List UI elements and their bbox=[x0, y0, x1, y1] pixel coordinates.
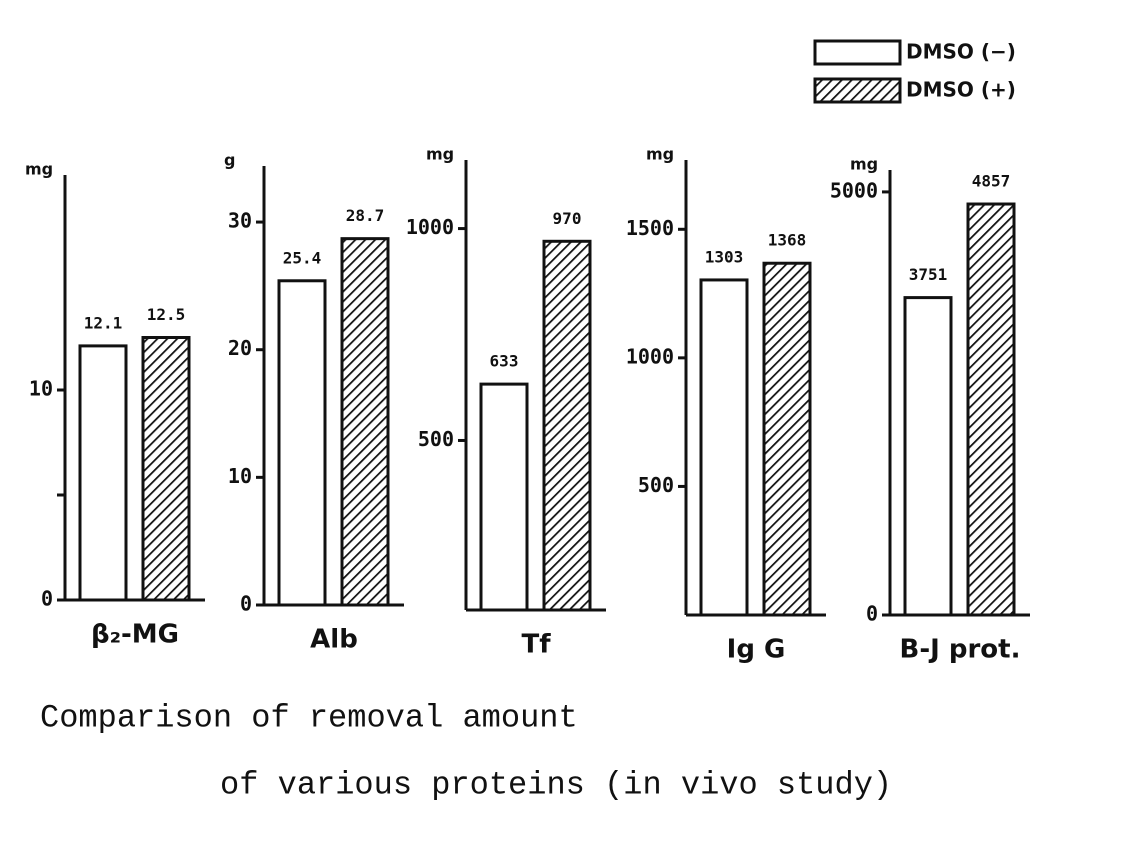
bar bbox=[699, 278, 749, 617]
y-tick-label: 20 bbox=[228, 336, 252, 360]
y-tick-label: 10 bbox=[29, 377, 53, 401]
y-tick-label: 1500 bbox=[626, 216, 674, 240]
legend-swatch bbox=[813, 39, 902, 66]
legend-label: DMSO (+) bbox=[906, 78, 1016, 102]
x-label: B-J prot. bbox=[900, 635, 1021, 665]
y-tick-label: 0 bbox=[41, 587, 53, 611]
caption-line: of various proteins (in vivo study) bbox=[220, 766, 892, 803]
bar bbox=[277, 279, 327, 607]
value-label: 28.7 bbox=[346, 206, 385, 225]
y-tick-label: 1000 bbox=[406, 215, 454, 239]
value-label: 1368 bbox=[768, 231, 807, 250]
legend-swatch bbox=[813, 77, 902, 104]
bar bbox=[762, 261, 812, 617]
unit-label: mg bbox=[426, 145, 454, 164]
y-tick-label: 500 bbox=[418, 427, 454, 451]
unit-label: mg bbox=[25, 160, 53, 179]
bar bbox=[542, 239, 592, 612]
y-tick-label: 5000 bbox=[830, 178, 878, 202]
value-label: 633 bbox=[490, 352, 519, 371]
value-label: 25.4 bbox=[283, 248, 322, 267]
bar bbox=[903, 296, 953, 617]
y-tick-label: 0 bbox=[866, 602, 878, 626]
bar bbox=[141, 336, 191, 602]
x-label: Ig G bbox=[727, 635, 786, 665]
x-label: β₂-MG bbox=[91, 620, 179, 650]
y-tick-label: 0 bbox=[240, 592, 252, 616]
value-label: 12.5 bbox=[147, 305, 186, 324]
bar bbox=[479, 382, 529, 612]
legend-label: DMSO (−) bbox=[906, 40, 1016, 64]
y-tick-label: 1000 bbox=[626, 344, 674, 368]
bar bbox=[340, 237, 390, 607]
value-label: 1303 bbox=[705, 247, 744, 266]
unit-label: mg bbox=[646, 145, 674, 164]
value-label: 12.1 bbox=[84, 313, 123, 332]
unit-label: mg bbox=[850, 155, 878, 174]
bar bbox=[78, 344, 128, 602]
caption-line: Comparison of removal amount bbox=[40, 699, 578, 736]
value-label: 3751 bbox=[909, 265, 948, 284]
x-label: Alb bbox=[310, 625, 358, 655]
bar bbox=[966, 202, 1016, 617]
value-label: 970 bbox=[553, 209, 582, 228]
value-label: 4857 bbox=[972, 172, 1011, 191]
x-label: Tf bbox=[521, 630, 551, 660]
y-tick-label: 30 bbox=[228, 209, 252, 233]
unit-label: g bbox=[224, 151, 235, 170]
y-tick-label: 10 bbox=[228, 464, 252, 488]
y-tick-label: 500 bbox=[638, 473, 674, 497]
